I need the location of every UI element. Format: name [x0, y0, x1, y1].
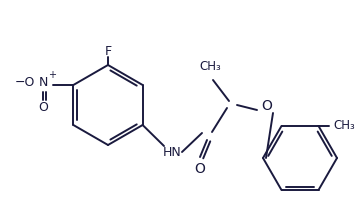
Text: N: N — [39, 75, 48, 88]
Text: CH₃: CH₃ — [199, 60, 221, 73]
Text: CH₃: CH₃ — [334, 119, 355, 132]
Text: O: O — [195, 162, 205, 176]
Text: F: F — [105, 45, 111, 58]
Text: O: O — [38, 101, 48, 114]
Text: −O: −O — [15, 75, 36, 88]
Text: O: O — [262, 99, 273, 113]
Text: HN: HN — [163, 146, 182, 159]
Text: +: + — [48, 70, 56, 80]
